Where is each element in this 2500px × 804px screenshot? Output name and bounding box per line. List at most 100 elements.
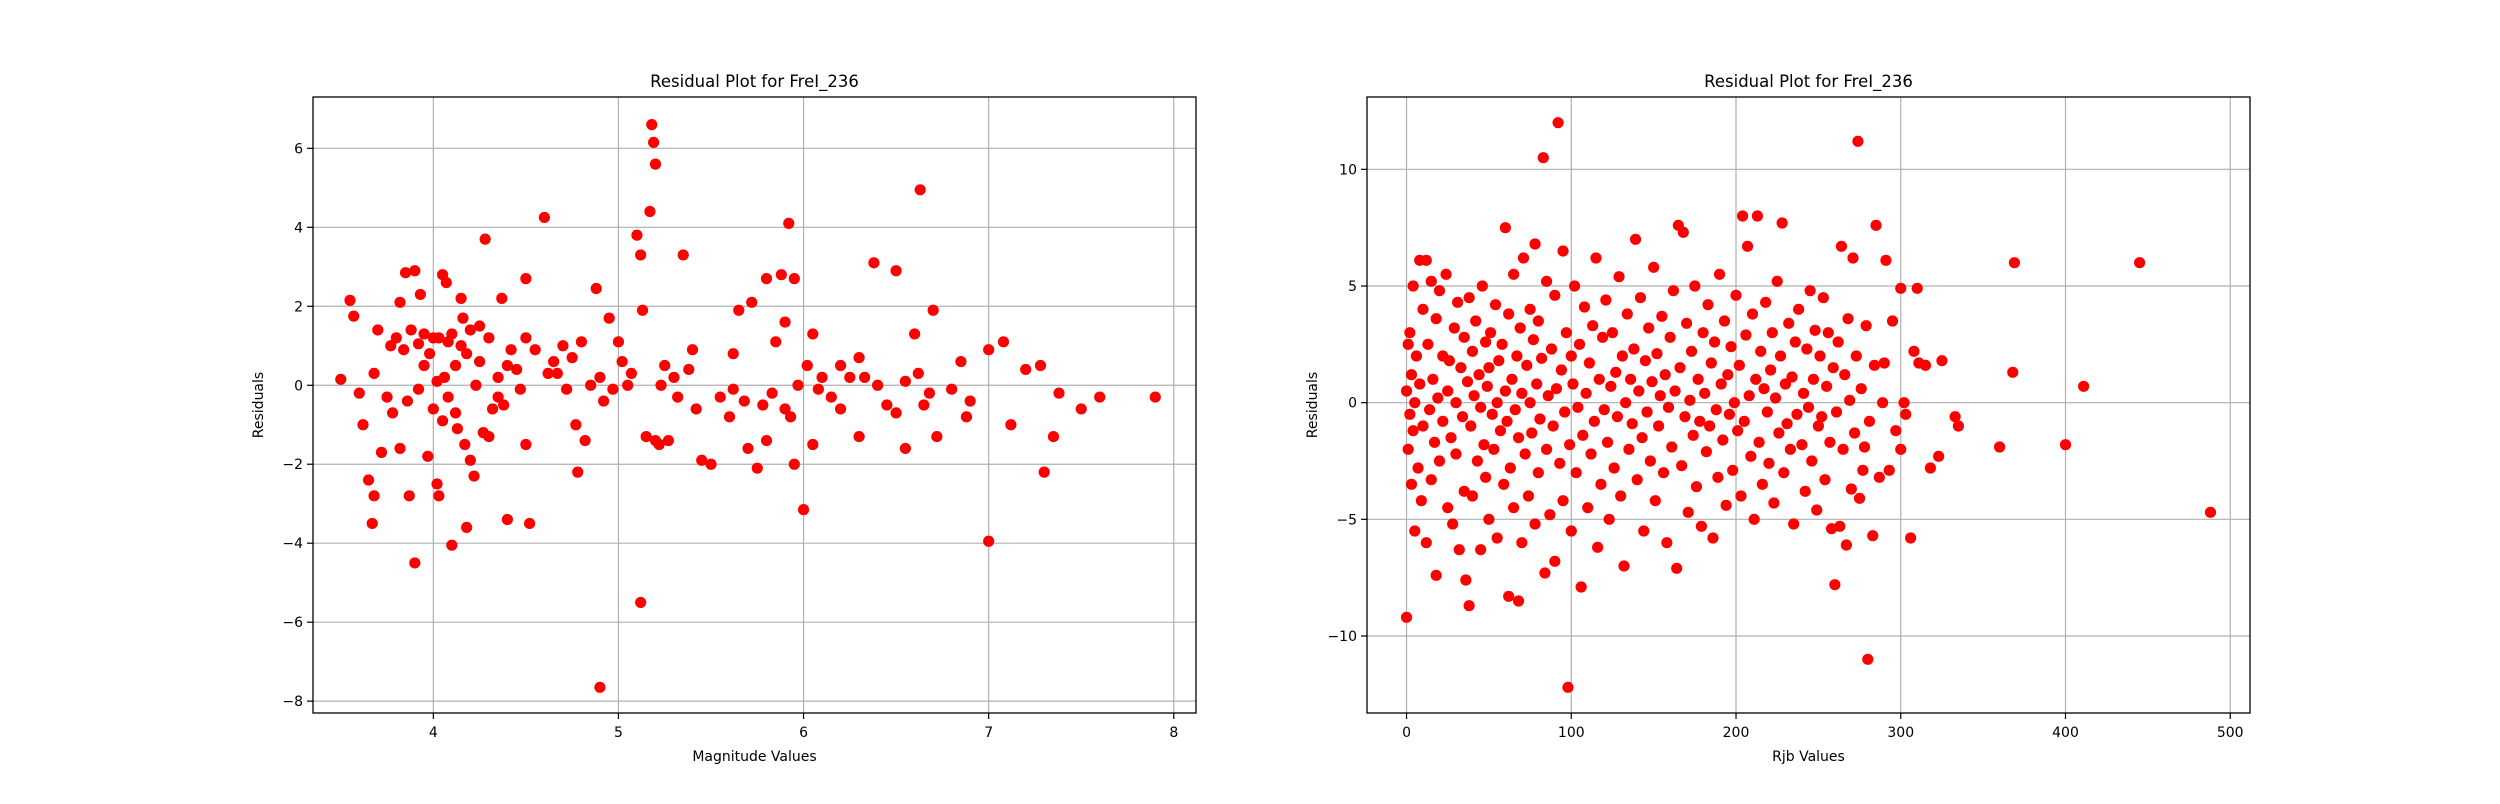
data-point	[424, 348, 436, 360]
data-point	[1559, 406, 1571, 418]
data-point	[381, 391, 393, 403]
data-point	[1847, 252, 1859, 264]
data-point	[1633, 385, 1645, 397]
data-point	[1575, 581, 1587, 593]
data-point	[1636, 432, 1648, 444]
data-point	[1853, 492, 1866, 504]
data-point	[644, 205, 656, 218]
data-point	[385, 340, 397, 352]
data-point	[1407, 280, 1419, 292]
data-point	[797, 504, 810, 516]
data-point	[1857, 464, 1869, 476]
data-point	[1550, 383, 1563, 395]
data-point	[348, 310, 360, 322]
y-tick-label: −2	[282, 457, 303, 473]
data-point	[1450, 397, 1462, 409]
data-point	[1433, 285, 1446, 297]
data-point	[1654, 390, 1666, 402]
data-point	[1799, 485, 1811, 497]
data-point	[1545, 343, 1558, 355]
data-point	[1873, 471, 1885, 483]
y-tick-label: 10	[1339, 162, 1357, 178]
data-point	[501, 359, 513, 372]
y-tick-label: 6	[294, 141, 303, 157]
data-point	[1532, 315, 1544, 327]
data-point	[1544, 509, 1556, 521]
data-point	[834, 359, 847, 372]
data-point	[1626, 418, 1638, 430]
data-point	[1676, 460, 1688, 472]
data-point	[461, 348, 473, 360]
data-point	[572, 466, 584, 478]
data-point	[548, 355, 560, 368]
data-point	[881, 399, 893, 411]
data-point	[1508, 502, 1520, 514]
data-point	[362, 474, 375, 486]
scatter-chart-2: 0 100 200 300 400 500 −10 −5 0 5 10 Residual Plot f…	[1305, 72, 2251, 765]
data-point	[1595, 478, 1607, 490]
y-axis-label: Residuals	[251, 372, 267, 438]
data-point	[1783, 317, 1795, 329]
data-point	[1765, 364, 1777, 376]
data-point	[1053, 387, 1065, 399]
data-point	[1821, 380, 1833, 392]
data-point	[594, 371, 606, 383]
data-point	[760, 273, 773, 285]
data-point	[1613, 271, 1625, 283]
data-point	[470, 379, 482, 391]
data-point	[775, 269, 787, 281]
data-point	[1812, 420, 1824, 432]
data-point	[1549, 289, 1561, 301]
data-point	[646, 119, 658, 131]
data-point	[751, 462, 763, 474]
data-point	[1503, 308, 1515, 320]
data-point	[372, 324, 384, 336]
data-point	[1034, 359, 1047, 372]
data-point	[1819, 474, 1831, 486]
data-point	[727, 383, 739, 395]
data-point	[418, 328, 430, 340]
data-point	[2134, 257, 2146, 269]
data-point	[412, 338, 425, 350]
data-point	[1760, 296, 1772, 308]
data-point	[890, 407, 902, 419]
data-point	[1657, 467, 1670, 479]
x-tick-label: 100	[1558, 725, 1585, 741]
data-point	[2059, 439, 2072, 451]
data-point	[1717, 434, 1729, 446]
data-point	[1554, 457, 1566, 469]
data-point	[960, 411, 973, 423]
data-point	[1741, 240, 1754, 252]
data-point	[1849, 427, 1861, 439]
data-point	[1694, 415, 1706, 427]
data-point	[909, 328, 921, 340]
data-point	[1839, 369, 1851, 381]
data-point	[479, 233, 491, 245]
data-point	[464, 454, 476, 466]
y-tick-label: −6	[282, 615, 303, 631]
data-point	[1601, 436, 1614, 448]
x-tick-label: 0	[1402, 725, 1411, 741]
data-point	[1837, 443, 1849, 455]
data-point	[1797, 387, 1810, 399]
data-point	[1750, 373, 1762, 385]
data-point	[1516, 387, 1528, 399]
data-point	[394, 442, 406, 455]
data-point	[1592, 541, 1604, 553]
data-point	[1952, 420, 1965, 432]
data-point	[1501, 415, 1513, 427]
data-point	[825, 391, 837, 403]
data-point	[1540, 443, 1553, 455]
data-point	[1557, 495, 1569, 507]
data-point	[1649, 495, 1661, 507]
data-point	[1488, 443, 1500, 455]
data-point	[1817, 292, 1829, 304]
data-point	[1807, 373, 1820, 385]
data-point	[1417, 303, 1429, 315]
data-point	[1531, 378, 1543, 390]
data-point	[1512, 432, 1525, 444]
data-point	[1814, 350, 1826, 362]
data-point	[1868, 359, 1880, 371]
data-point	[653, 438, 665, 451]
